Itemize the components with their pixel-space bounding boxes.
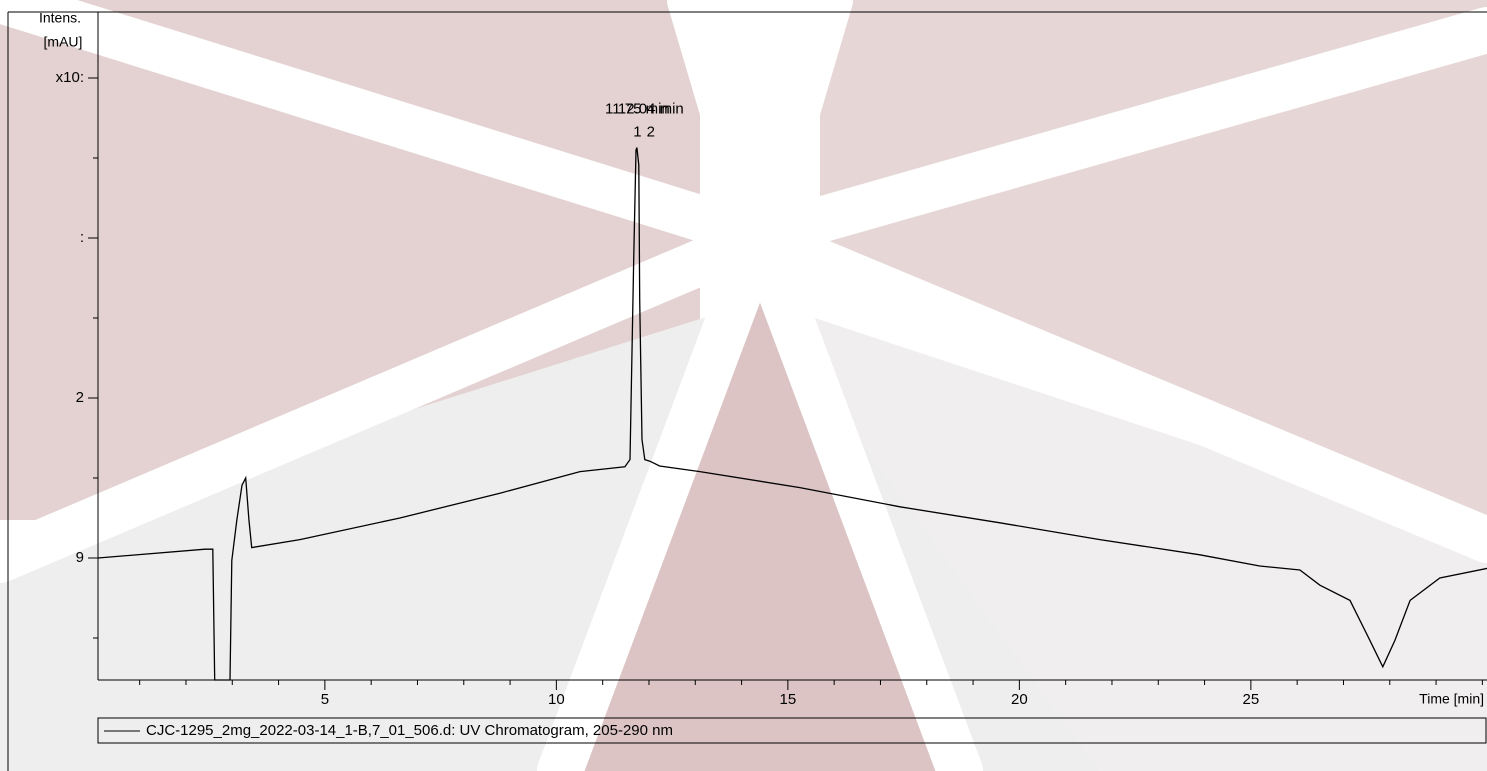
peak-time: 11.75 min (605, 101, 670, 118)
peak-label: 2 (647, 124, 655, 141)
x-tick-label: 20 (1011, 691, 1028, 708)
legend-entry: CJC-1295_2mg_2022-03-14_1-B,7_01_506.d: … (146, 722, 673, 739)
x-tick-label: 15 (780, 691, 797, 708)
legend-box (97, 717, 1487, 744)
peak-label: 1 (633, 124, 641, 141)
peak-time: 12.04 min (618, 101, 684, 118)
y-tick-label: : (80, 229, 84, 246)
x-tick-label: 5 (321, 691, 329, 708)
y-tick-label: 9 (76, 549, 84, 566)
y-tick-label: x10: (56, 69, 84, 86)
y-axis-title: Intens. (39, 10, 81, 26)
x-tick-label: 10 (548, 691, 565, 708)
trace (97, 147, 1487, 681)
y-axis-title: [mAU] (44, 34, 83, 50)
x-tick-label: 25 (1243, 691, 1260, 708)
x-axis-title: Time [min] (1419, 691, 1484, 707)
y-tick-label: 2 (76, 389, 84, 406)
